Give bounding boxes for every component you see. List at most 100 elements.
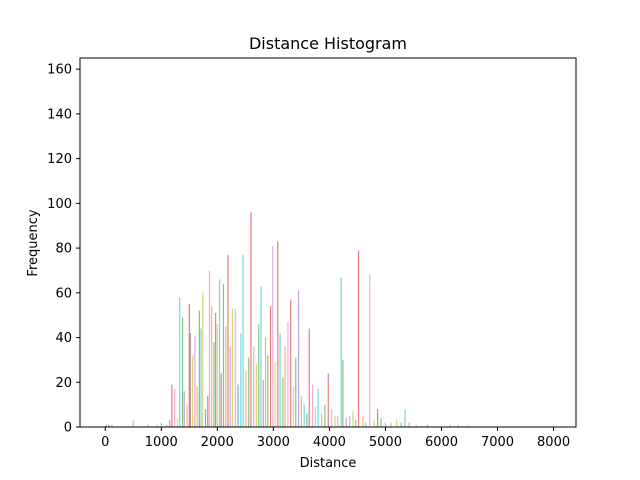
histogram-bar-87 xyxy=(373,420,375,427)
histogram-bar-5 xyxy=(156,424,158,427)
histogram-bar-63 xyxy=(297,290,300,427)
histogram-bar-91 xyxy=(390,422,392,427)
x-tick-label: 1000 xyxy=(145,435,178,450)
histogram-bar-4 xyxy=(147,424,149,427)
histogram-bar-9 xyxy=(171,384,173,427)
y-tick-label: 40 xyxy=(55,331,72,346)
histogram-bar-71 xyxy=(320,413,323,427)
x-tick-label: 6000 xyxy=(425,435,458,450)
y-tick-label: 120 xyxy=(47,152,72,167)
histogram-bar-59 xyxy=(287,321,289,427)
histogram-bar-33 xyxy=(222,283,225,427)
histogram-bar-25 xyxy=(207,395,209,427)
histogram-bar-77 xyxy=(340,277,342,427)
histogram-bar-74 xyxy=(331,409,333,427)
histogram-bar-10 xyxy=(174,388,176,427)
histogram-bar-84 xyxy=(362,415,364,427)
histogram-bar-30 xyxy=(216,324,218,427)
histogram-bar-93 xyxy=(400,422,402,427)
histogram-bar-67 xyxy=(308,328,310,427)
histogram-bar-86 xyxy=(369,274,371,427)
histogram-bar-17 xyxy=(189,333,192,427)
histogram-bar-61 xyxy=(292,386,295,427)
histogram-bar-88 xyxy=(377,409,379,427)
histogram-bar-81 xyxy=(352,411,354,427)
x-tick-label: 7000 xyxy=(481,435,514,450)
histogram-bar-14 xyxy=(183,391,185,427)
histogram-bar-2 xyxy=(111,424,113,427)
histogram-bar-83 xyxy=(357,250,360,427)
histogram-bar-68 xyxy=(311,384,314,427)
x-tick-label: 0 xyxy=(101,435,109,450)
histogram-bar-51 xyxy=(267,355,269,427)
histogram-bar-20 xyxy=(196,386,198,427)
histogram-bar-46 xyxy=(255,364,258,427)
histogram-bar-90 xyxy=(384,422,387,427)
histogram-bar-73 xyxy=(327,373,329,427)
histogram-bar-79 xyxy=(345,418,347,427)
histogram-bar-48 xyxy=(260,286,262,427)
histogram-bar-50 xyxy=(264,337,267,427)
histogram-bar-15 xyxy=(186,404,188,427)
y-tick-label: 60 xyxy=(55,286,72,301)
histogram-bar-38 xyxy=(234,308,236,427)
x-tick-label: 3000 xyxy=(257,435,290,450)
histogram-bar-32 xyxy=(220,373,222,427)
histogram-bar-24 xyxy=(204,409,207,427)
histogram-bar-100 xyxy=(467,424,469,427)
x-tick-label: 8000 xyxy=(537,435,570,450)
histogram-bar-76 xyxy=(337,415,339,427)
histogram-bar-18 xyxy=(192,355,194,427)
histogram-bar-29 xyxy=(215,312,217,427)
x-axis: 0 1000 2000 3000 4000 5000 6000 7000 8000 xyxy=(101,427,570,450)
x-tick-label: 2000 xyxy=(201,435,234,450)
histogram-bar-97 xyxy=(426,424,429,427)
histogram-bar-58 xyxy=(284,346,286,427)
histogram-bar-89 xyxy=(380,418,382,427)
plot-frame xyxy=(79,57,577,428)
histogram-bar-27 xyxy=(211,306,213,427)
histogram-bar-53 xyxy=(272,245,274,427)
histogram-bar-43 xyxy=(248,357,250,427)
histogram-bar-69 xyxy=(314,406,316,427)
histogram-bar-13 xyxy=(181,317,184,427)
histogram-bar-57 xyxy=(282,377,284,427)
histogram-bar-64 xyxy=(300,395,302,427)
histogram-bar-22 xyxy=(200,328,202,427)
histogram-bar-82 xyxy=(355,420,357,427)
histogram-bar-39 xyxy=(237,384,239,427)
histogram-bar-56 xyxy=(279,333,281,427)
y-tick-label: 100 xyxy=(47,197,72,212)
histogram-bar-95 xyxy=(408,422,410,427)
histogram-bar-6 xyxy=(160,422,162,427)
histogram-bar-49 xyxy=(262,380,264,427)
y-tick-label: 140 xyxy=(47,107,72,122)
histogram-bars xyxy=(105,212,469,427)
histogram-bar-96 xyxy=(415,424,417,427)
histogram-bar-80 xyxy=(348,415,351,427)
histogram-bar-78 xyxy=(342,359,344,427)
histogram-bar-99 xyxy=(457,424,459,427)
histogram-bar-3 xyxy=(132,420,134,427)
histogram-bar-47 xyxy=(258,324,260,427)
histogram-bar-92 xyxy=(396,420,398,427)
histogram-bar-45 xyxy=(253,346,255,427)
histogram-bar-42 xyxy=(245,371,247,427)
y-tick-label: 80 xyxy=(55,242,72,257)
histogram-bar-23 xyxy=(202,292,204,427)
histogram-bar-11 xyxy=(176,418,179,427)
histogram-bar-26 xyxy=(208,270,211,427)
histogram-bar-66 xyxy=(306,413,308,427)
histogram-bar-41 xyxy=(242,254,244,427)
y-axis: 0 20 40 60 80 100 120 140 160 xyxy=(47,63,80,436)
x-axis-label: Distance xyxy=(300,456,357,471)
histogram-bar-65 xyxy=(303,404,305,427)
histogram-bar-8 xyxy=(169,420,171,427)
histogram-bar-31 xyxy=(218,279,221,427)
chart-title: Distance Histogram xyxy=(249,34,407,53)
histogram-bar-16 xyxy=(188,304,190,427)
histogram-bar-54 xyxy=(274,362,276,427)
histogram-bar-70 xyxy=(317,388,319,427)
histogram-bar-37 xyxy=(231,308,234,427)
y-tick-label: 160 xyxy=(47,63,72,78)
